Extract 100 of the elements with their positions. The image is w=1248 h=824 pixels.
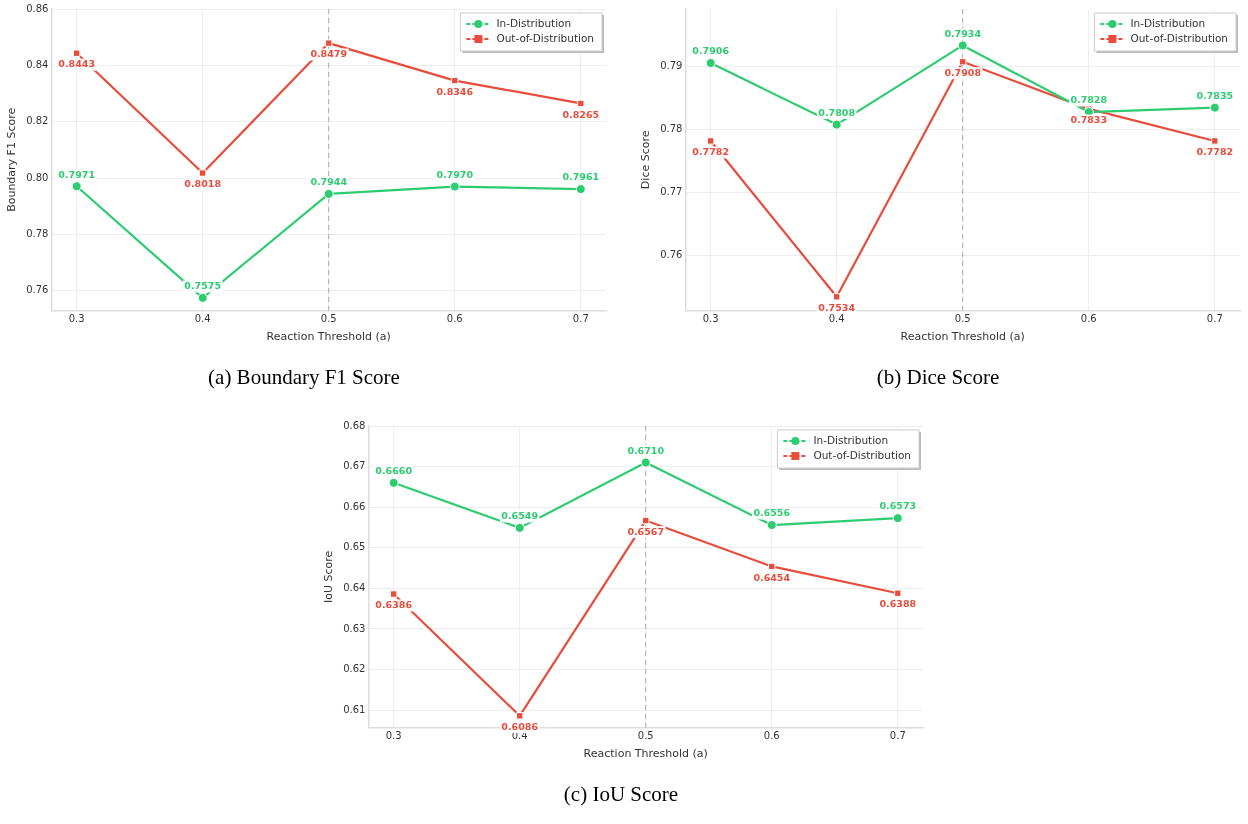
data-label: 0.6573 bbox=[879, 500, 917, 512]
x-tick-label: 0.4 bbox=[828, 313, 845, 325]
data-label: 0.6086 bbox=[501, 721, 539, 733]
point bbox=[1209, 102, 1220, 113]
data-label: 0.7971 bbox=[58, 168, 96, 180]
y-tick-label: 0.67 bbox=[343, 460, 366, 472]
y-tick-label: 0.68 bbox=[343, 419, 366, 431]
y-axis-title: IoU Score bbox=[322, 550, 336, 603]
point bbox=[72, 49, 81, 57]
x-axis-title: Reaction Threshold (a) bbox=[583, 747, 708, 761]
data-label: 0.7575 bbox=[184, 280, 222, 292]
data-label: 0.6567 bbox=[627, 525, 665, 537]
data-label: 0.7835 bbox=[1196, 89, 1234, 101]
point bbox=[768, 562, 776, 571]
x-tick-label: 0.3 bbox=[702, 313, 719, 325]
point bbox=[449, 181, 460, 192]
legend-label: In-Distribution bbox=[813, 433, 889, 446]
data-label: 0.6549 bbox=[501, 510, 539, 522]
y-tick-label: 0.86 bbox=[26, 2, 49, 14]
data-label: 0.8479 bbox=[310, 48, 348, 60]
y-tick-label: 0.80 bbox=[26, 171, 49, 183]
y-tick-label: 0.62 bbox=[343, 663, 366, 675]
data-label: 0.7961 bbox=[562, 171, 600, 183]
legend-label: Out-of-Distribution bbox=[813, 448, 912, 461]
y-tick-label: 0.84 bbox=[26, 58, 49, 70]
y-tick-label: 0.78 bbox=[26, 228, 49, 240]
x-tick-label: 0.6 bbox=[446, 313, 463, 325]
y-tick-label: 0.64 bbox=[343, 581, 366, 593]
x-tick-label: 0.4 bbox=[194, 313, 211, 325]
data-label: 0.7970 bbox=[436, 168, 474, 180]
point bbox=[514, 522, 525, 533]
point bbox=[389, 590, 398, 598]
point bbox=[1211, 137, 1219, 145]
point bbox=[766, 520, 777, 531]
y-axis-title: Dice Score bbox=[639, 130, 653, 190]
text: (b) Dice Score bbox=[876, 364, 1000, 389]
data-label: 0.8018 bbox=[184, 178, 222, 190]
point bbox=[642, 516, 650, 525]
data-label: 0.6660 bbox=[375, 465, 413, 477]
y-tick-label: 0.65 bbox=[343, 541, 366, 553]
point bbox=[71, 181, 82, 192]
data-label: 0.8346 bbox=[436, 85, 474, 97]
x-tick-label: 0.3 bbox=[385, 730, 402, 742]
point bbox=[575, 184, 586, 195]
point bbox=[831, 119, 842, 130]
x-tick-label: 0.7 bbox=[1206, 313, 1223, 325]
x-tick-label: 0.6 bbox=[763, 730, 780, 742]
text: (c) IoU Score bbox=[563, 781, 679, 806]
data-label: 0.8265 bbox=[562, 108, 600, 120]
x-axis-title: Reaction Threshold (a) bbox=[900, 330, 1025, 344]
legend-label: In-Distribution bbox=[1130, 16, 1206, 29]
point bbox=[833, 293, 841, 301]
point bbox=[197, 292, 208, 303]
y-tick-label: 0.66 bbox=[343, 500, 366, 512]
point bbox=[892, 513, 903, 524]
point bbox=[959, 58, 967, 66]
point bbox=[451, 76, 459, 85]
y-tick-label: 0.77 bbox=[660, 186, 683, 198]
text: (a) Boundary F1 Score bbox=[208, 364, 400, 389]
point bbox=[388, 477, 399, 488]
point bbox=[705, 58, 716, 69]
y-tick-label: 0.78 bbox=[660, 123, 683, 135]
legend-label: Out-of-Distribution bbox=[1130, 31, 1229, 44]
point bbox=[325, 39, 333, 47]
y-tick-label: 0.61 bbox=[343, 703, 366, 715]
y-tick-label: 0.76 bbox=[26, 284, 49, 296]
data-label: 0.7944 bbox=[310, 176, 348, 188]
point bbox=[199, 169, 207, 177]
data-label: 0.7833 bbox=[1070, 114, 1108, 126]
data-label: 0.6388 bbox=[879, 598, 917, 610]
data-label: 0.8443 bbox=[58, 58, 96, 70]
x-tick-label: 0.5 bbox=[637, 730, 654, 742]
data-label: 0.7808 bbox=[818, 106, 856, 118]
point bbox=[516, 712, 524, 720]
data-label: 0.7828 bbox=[1070, 94, 1108, 106]
x-tick-label: 0.5 bbox=[320, 313, 337, 325]
data-label: 0.6556 bbox=[753, 507, 791, 519]
point bbox=[894, 589, 902, 597]
point bbox=[706, 137, 715, 145]
point bbox=[323, 188, 334, 199]
data-label: 0.7782 bbox=[1196, 146, 1234, 158]
y-tick-label: 0.76 bbox=[660, 248, 683, 260]
point bbox=[577, 99, 585, 108]
data-label: 0.6454 bbox=[753, 571, 791, 583]
x-tick-label: 0.5 bbox=[954, 313, 971, 325]
y-tick-label: 0.63 bbox=[343, 622, 366, 634]
data-label: 0.7782 bbox=[692, 146, 730, 158]
x-tick-label: 0.7 bbox=[572, 313, 589, 325]
point bbox=[640, 457, 651, 468]
x-tick-label: 0.3 bbox=[68, 313, 85, 325]
legend-label: In-Distribution bbox=[496, 16, 572, 29]
data-label: 0.7934 bbox=[944, 27, 982, 39]
legend-label: Out-of-Distribution bbox=[496, 31, 595, 44]
x-axis-title: Reaction Threshold (a) bbox=[266, 330, 391, 344]
x-tick-label: 0.7 bbox=[889, 730, 906, 742]
data-label: 0.7906 bbox=[692, 45, 730, 57]
y-tick-label: 0.82 bbox=[26, 115, 49, 127]
x-tick-label: 0.6 bbox=[1080, 313, 1097, 325]
x-tick-label: 0.4 bbox=[511, 730, 528, 742]
data-label: 0.7534 bbox=[818, 302, 856, 313]
